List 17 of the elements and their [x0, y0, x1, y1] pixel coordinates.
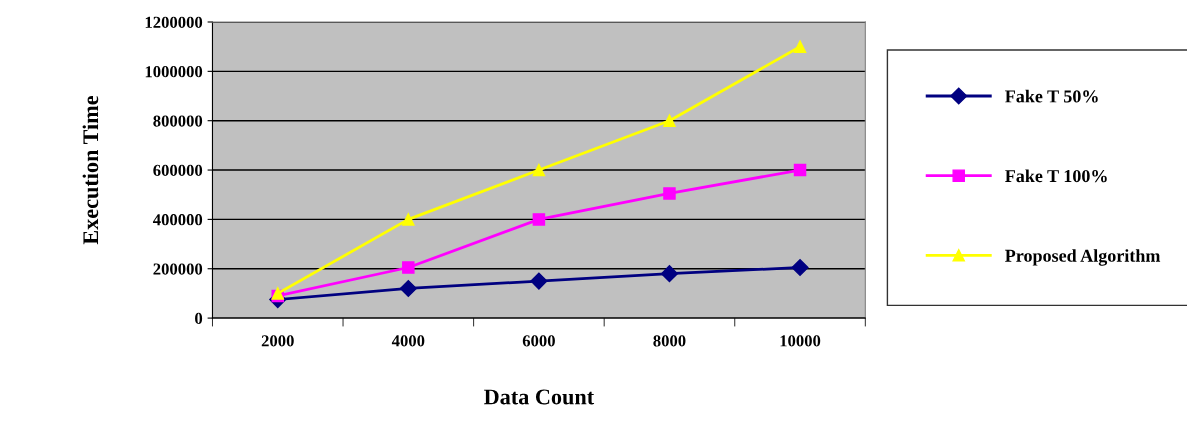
- y-tick-label: 200000: [153, 263, 203, 275]
- x-tick-label: 6000: [522, 335, 555, 347]
- x-axis-title: Data Count: [484, 389, 595, 405]
- legend-label: Fake T 50%: [1005, 89, 1098, 103]
- y-axis-title: Execution Time: [82, 96, 99, 245]
- y-tick-label: 400000: [152, 214, 203, 226]
- y-tick-label: 1200000: [145, 16, 203, 28]
- legend-label: Fake T 100%: [1005, 169, 1107, 183]
- y-tick-label: 0: [195, 312, 203, 325]
- legend-label: Proposed Algorithm: [1005, 249, 1161, 266]
- x-tick-label: 10000: [780, 335, 821, 347]
- x-tick-label: 8000: [653, 335, 686, 347]
- y-tick-label: 600000: [153, 164, 203, 176]
- y-tick-label: 800000: [153, 115, 203, 127]
- y-tick-label: 1000000: [145, 66, 203, 78]
- x-tick-label: 2000: [261, 335, 294, 347]
- x-tick-label: 4000: [391, 335, 425, 347]
